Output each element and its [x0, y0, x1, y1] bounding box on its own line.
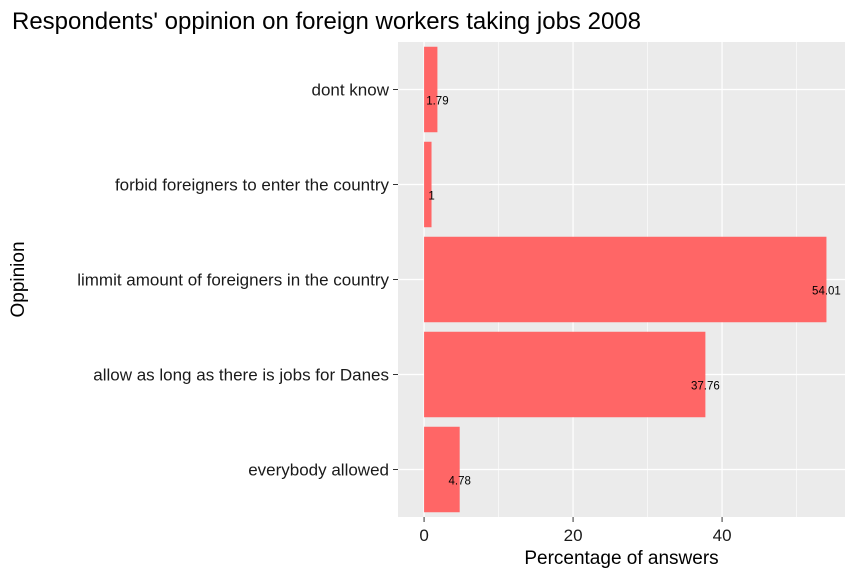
- x-tick-label: 20: [564, 526, 583, 545]
- x-axis-title: Percentage of answers: [524, 548, 718, 569]
- bar: [424, 236, 827, 323]
- x-tick-label: 40: [713, 526, 732, 545]
- y-axis-title: Oppinion: [8, 241, 29, 317]
- bar: [424, 426, 460, 513]
- data-label: 37.76: [691, 381, 720, 393]
- bar: [424, 141, 432, 228]
- data-label: 1.79: [426, 96, 448, 108]
- y-tick-label: limmit amount of foreigners in the count…: [77, 271, 389, 290]
- y-tick-label: dont know: [312, 81, 390, 100]
- data-label: 54.01: [812, 286, 841, 298]
- y-tick-label: forbid foreigners to enter the country: [115, 176, 390, 195]
- y-tick-label: everybody allowed: [248, 461, 389, 480]
- bar: [424, 331, 706, 418]
- data-label: 1: [428, 191, 434, 203]
- chart-title: Respondents' oppinion on foreign workers…: [12, 8, 641, 35]
- x-tick-label: 0: [419, 526, 428, 545]
- y-tick-label: allow as long as there is jobs for Danes: [93, 366, 389, 385]
- data-label: 4.78: [448, 476, 470, 488]
- bar: [424, 46, 438, 133]
